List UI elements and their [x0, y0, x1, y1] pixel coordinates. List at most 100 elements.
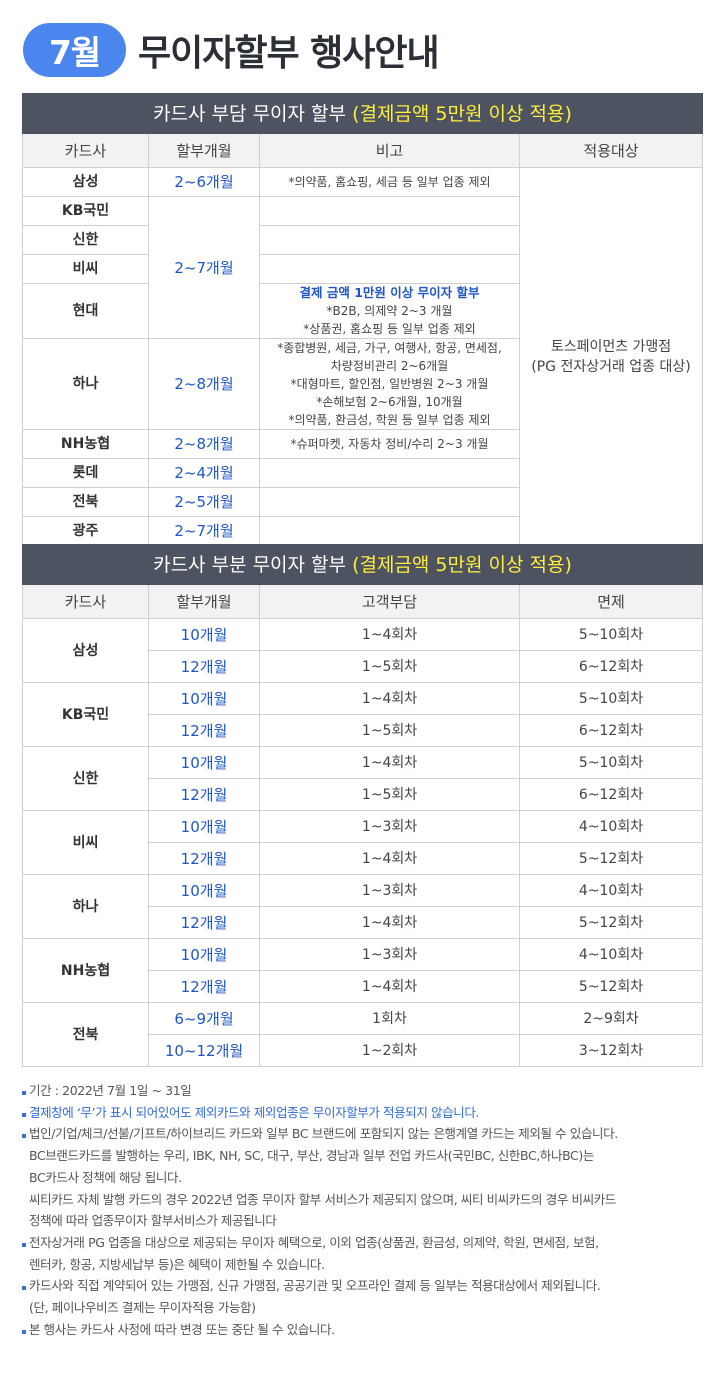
customer-paid-installments: 1~3회차 — [259, 874, 520, 907]
remarks-line: *의약품, 환금성, 학원 등 일부 업종 제외 — [288, 413, 491, 427]
remarks-highlight: 결제 금액 1만원 이상 무이자 할부 — [299, 285, 480, 300]
remarks-line: *대형마트, 할인점, 일반병원 2~3 개월 — [290, 377, 489, 391]
table-row: 전북 2~5개월 — [22, 487, 703, 517]
card-company: NH농협 — [22, 938, 149, 1003]
table-row: 12개월 1~5회차 6~12회차 — [23, 778, 703, 811]
column-header-row: 카드사 할부개월 비고 적용대상 — [22, 133, 703, 168]
remarks — [259, 458, 520, 488]
waived-installments: 5~10회차 — [519, 682, 703, 715]
remarks-line: 차량정비관리 2~6개월 — [330, 359, 449, 373]
column-header: 할부개월 — [148, 584, 260, 619]
remarks-line: *의약품, 홈쇼핑, 세금 등 일부 업종 제외 — [288, 175, 491, 189]
target-line: 토스페이먼츠 가맹점 — [550, 338, 672, 355]
installment-months: 12개월 — [148, 778, 260, 811]
installment-months: 2~6개월 — [148, 167, 260, 197]
installment-months: 12개월 — [148, 970, 260, 1003]
remarks-line: *슈퍼마켓, 자동차 정비/수리 2~3 개월 — [290, 437, 489, 451]
customer-paid-installments: 1~5회차 — [259, 650, 520, 683]
card-company: 삼성 — [22, 167, 149, 197]
note-item: BC브랜드카드를 발행하는 우리, IBK, NH, SC, 대구, 부산, 경… — [29, 1148, 594, 1164]
table-row: 하나 10개월 1~3회차 4~10회차 — [22, 874, 703, 939]
table-row: NH농협 10개월 1~3회차 4~10회차 — [22, 938, 703, 1003]
installment-months: 2~8개월 — [148, 429, 260, 459]
card-company: KB국민 — [22, 682, 149, 747]
table-row: 12개월 1~5회차 6~12회차 — [23, 714, 703, 747]
card-company: 하나 — [22, 874, 149, 939]
remarks-line: *종합병원, 세금, 가구, 여행사, 항공, 면세점, — [277, 341, 502, 355]
waived-installments: 6~12회차 — [519, 714, 703, 747]
remarks — [259, 516, 520, 546]
table-row: 10~12개월 1~2회차 3~12회차 — [23, 1034, 703, 1067]
installment-months: 2~4개월 — [148, 458, 260, 488]
column-header: 카드사 — [22, 584, 149, 619]
installment-months: 12개월 — [148, 842, 260, 875]
installment-months: 10개월 — [148, 618, 260, 651]
customer-paid-installments: 1~4회차 — [259, 618, 520, 651]
waived-installments: 5~12회차 — [519, 970, 703, 1003]
waived-installments: 5~10회차 — [519, 746, 703, 779]
column-header: 고객부담 — [259, 584, 520, 619]
section-title: 카드사 부분 무이자 할부 (결제금액 5만원 이상 적용) — [22, 544, 703, 585]
installment-months: 2~8개월 — [148, 338, 260, 430]
note-item: 카드사와 직접 계약되어 있는 가맹점, 신규 가맹점, 공공기관 및 오프라인… — [22, 1275, 712, 1297]
waived-installments: 4~10회차 — [519, 810, 703, 843]
waived-installments: 6~12회차 — [519, 778, 703, 811]
customer-paid-installments: 1~2회차 — [259, 1034, 520, 1067]
waived-installments: 5~12회차 — [519, 906, 703, 939]
installment-months: 10개월 — [148, 874, 260, 907]
column-header: 적용대상 — [519, 133, 703, 168]
table-row: KB국민 10개월 1~4회차 5~10회차 — [22, 682, 703, 747]
card-company: 롯데 — [22, 458, 149, 488]
waived-installments: 4~10회차 — [519, 874, 703, 907]
waived-installments: 3~12회차 — [519, 1034, 703, 1067]
column-header: 면제 — [519, 584, 703, 619]
column-header: 할부개월 — [148, 133, 260, 168]
waived-installments: 2~9회차 — [519, 1002, 703, 1035]
section-title: 카드사 부담 무이자 할부 (결제금액 5만원 이상 적용) — [22, 93, 703, 134]
customer-paid-installments: 1~3회차 — [259, 810, 520, 843]
card-company: 현대 — [22, 283, 149, 339]
customer-paid-installments: 1~4회차 — [259, 682, 520, 715]
card-company: 신한 — [22, 225, 149, 255]
section-title-condition: (결제금액 5만원 이상 적용) — [352, 553, 572, 576]
note-item: 렌터카, 항공, 지방세납부 등)은 혜택이 제한될 수 있습니다. — [29, 1256, 325, 1272]
waived-installments: 5~12회차 — [519, 842, 703, 875]
remarks — [259, 254, 520, 284]
installment-months: 2~5개월 — [148, 487, 260, 517]
card-company: KB국민 — [22, 196, 149, 226]
section-title-condition: (결제금액 5만원 이상 적용) — [352, 102, 572, 125]
remarks: *슈퍼마켓, 자동차 정비/수리 2~3 개월 — [259, 429, 520, 459]
installment-months: 12개월 — [148, 906, 260, 939]
customer-paid-installments: 1~3회차 — [259, 938, 520, 971]
waived-installments: 4~10회차 — [519, 938, 703, 971]
section-header-row: 카드사 부분 무이자 할부 (결제금액 5만원 이상 적용) — [22, 544, 703, 585]
note-item: 씨티카드 자체 발행 카드의 경우 2022년 업종 무이자 할부 서비스가 제… — [29, 1191, 616, 1207]
waived-installments: 6~12회차 — [519, 650, 703, 683]
table-row: 신한 10개월 1~4회차 5~10회차 — [22, 746, 703, 811]
month-badge: 7월 — [23, 23, 126, 77]
note-item: 결제창에 ‘무’가 표시 되어있어도 제외카드와 제외업종은 무이자할부가 적용… — [22, 1102, 712, 1124]
note-item: 전자상거래 PG 업종을 대상으로 제공되는 무이자 혜택으로, 이외 업종(상… — [22, 1232, 712, 1254]
table-row: KB국민 2~7개월 — [22, 196, 703, 339]
installment-months: 10개월 — [148, 938, 260, 971]
installment-months: 10개월 — [148, 746, 260, 779]
installment-months: 2~7개월 — [148, 196, 260, 339]
note-item: (단, 페이나우비즈 결제는 무이자적용 가능함) — [29, 1300, 256, 1316]
table-row: 광주 2~7개월 — [22, 516, 703, 546]
installment-months: 12개월 — [148, 650, 260, 683]
card-company: 전북 — [22, 487, 149, 517]
installment-months: 12개월 — [148, 714, 260, 747]
customer-paid-installments: 1~5회차 — [259, 778, 520, 811]
column-header-row: 카드사 할부개월 고객부담 면제 — [22, 584, 703, 619]
card-company-free-installment-table: 카드사 부담 무이자 할부 (결제금액 5만원 이상 적용) 카드사 할부개월 비고 적… — [22, 93, 703, 546]
customer-paid-installments: 1회차 — [259, 1002, 520, 1035]
remarks: 결제 금액 1만원 이상 무이자 할부 *B2B, 의제약 2~3 개월 *상품권,… — [259, 283, 520, 339]
installment-months: 10개월 — [148, 810, 260, 843]
notes-list: 기간 : 2022년 7월 1일 ~ 31일 결제창에 ‘무’가 표시 되어있어도… — [22, 1080, 712, 1340]
note-item: 기간 : 2022년 7월 1일 ~ 31일 — [22, 1080, 712, 1102]
note-item: BC카드사 정책에 해당 됩니다. — [29, 1169, 182, 1185]
waived-installments: 5~10회차 — [519, 618, 703, 651]
customer-paid-installments: 1~4회차 — [259, 970, 520, 1003]
table-row: 롯데 2~4개월 — [22, 458, 703, 488]
